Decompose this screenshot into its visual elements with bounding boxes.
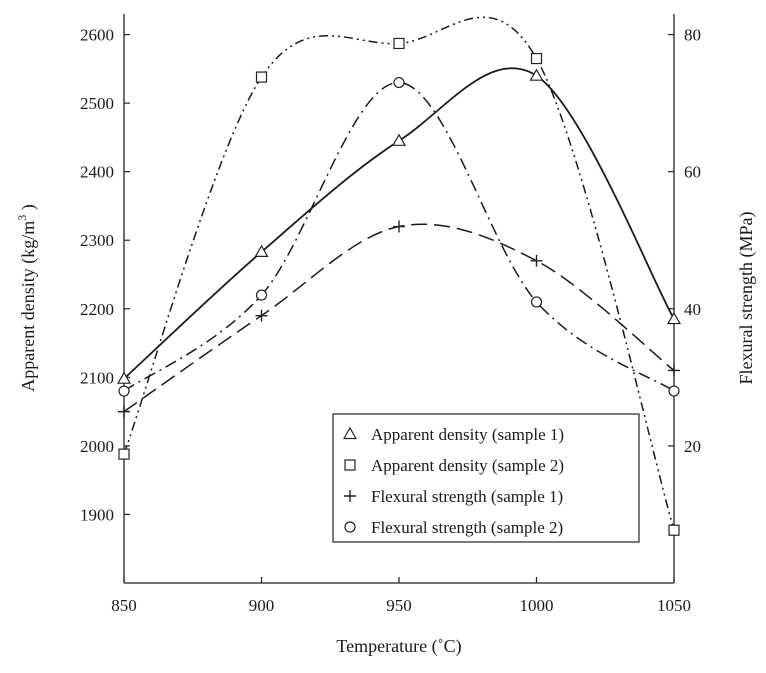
x-axis-title: Temperature (˚C)	[336, 636, 461, 657]
y-right-tick-label: 40	[684, 300, 701, 319]
x-tick-label: 900	[249, 596, 275, 615]
y-left-axis-title: Apparent density (kg/m3 )	[15, 204, 39, 391]
y-right-axis-title: Flexural strength (MPa)	[736, 212, 757, 385]
legend-marker-4	[344, 521, 356, 533]
y-right-tick-label: 80	[684, 26, 701, 45]
y-left-title-sup: 3	[15, 215, 29, 221]
series-2-point	[255, 71, 268, 83]
series-2-point	[530, 52, 543, 65]
y-left-tick-label: 2100	[80, 368, 114, 387]
series-4-point	[530, 296, 543, 308]
series-3-point	[530, 254, 543, 267]
series-3-point	[668, 364, 680, 377]
x-tick-label: 1050	[657, 596, 691, 615]
y-left-tick-label: 2200	[80, 300, 114, 319]
ticks: 850 900 950 1000 1050 1900 2000 2100 2200 2300 240…	[80, 26, 701, 615]
y-left-tick-label: 2600	[80, 26, 114, 45]
x-tick-label: 1000	[520, 596, 554, 615]
series-1-point	[254, 244, 269, 257]
axis-labels: Temperature (˚C) Apparent density (kg/m3…	[15, 204, 757, 657]
series-1-point	[391, 133, 407, 146]
legend-label-1: Apparent density (sample 1)	[371, 425, 564, 444]
legend-marker-1	[342, 426, 358, 440]
legend-marker-2	[344, 459, 356, 471]
y-left-tick-label: 1900	[80, 505, 114, 524]
y-left-title-close: )	[18, 204, 39, 215]
series-4-line	[123, 81, 675, 392]
series-1-point	[116, 371, 132, 384]
series-4-point	[668, 385, 680, 397]
y-right-tick-label: 20	[684, 437, 701, 456]
series-2-point	[393, 37, 405, 50]
legend-items: Apparent density (sample 1) Apparent dens…	[342, 425, 564, 537]
y-right-tick-label: 60	[684, 163, 701, 182]
y-left-title-main: Apparent density (kg/m	[18, 221, 39, 392]
series-1-line	[123, 67, 675, 380]
series-1-point	[529, 68, 544, 81]
series-2-point	[668, 524, 680, 536]
series-4-point	[118, 385, 130, 397]
x-tick-label: 950	[386, 596, 412, 615]
legend-box	[332, 413, 640, 543]
series-4-point	[393, 76, 405, 89]
y-left-tick-label: 2300	[80, 231, 114, 250]
legend: Apparent density (sample 1) Apparent dens…	[332, 413, 640, 543]
series-4-point	[255, 289, 268, 301]
series	[116, 16, 682, 536]
x-tick-label: 850	[111, 596, 137, 615]
y-left-tick-label: 2400	[80, 163, 114, 182]
series-3-line	[123, 223, 675, 413]
series-3-point	[255, 309, 268, 322]
y-left-tick-label: 2500	[80, 94, 114, 113]
series-3-point	[393, 220, 405, 233]
series-2-point	[118, 448, 130, 460]
series-2-line	[123, 16, 675, 531]
y-left-tick-label: 2000	[80, 437, 114, 456]
legend-label-4: Flexural strength (sample 2)	[371, 518, 563, 537]
legend-label-2: Apparent density (sample 2)	[371, 456, 564, 475]
legend-label-3: Flexural strength (sample 1)	[371, 487, 563, 506]
series-1-point	[666, 311, 682, 325]
series-3-point	[118, 405, 130, 418]
legend-marker-3	[344, 490, 356, 502]
